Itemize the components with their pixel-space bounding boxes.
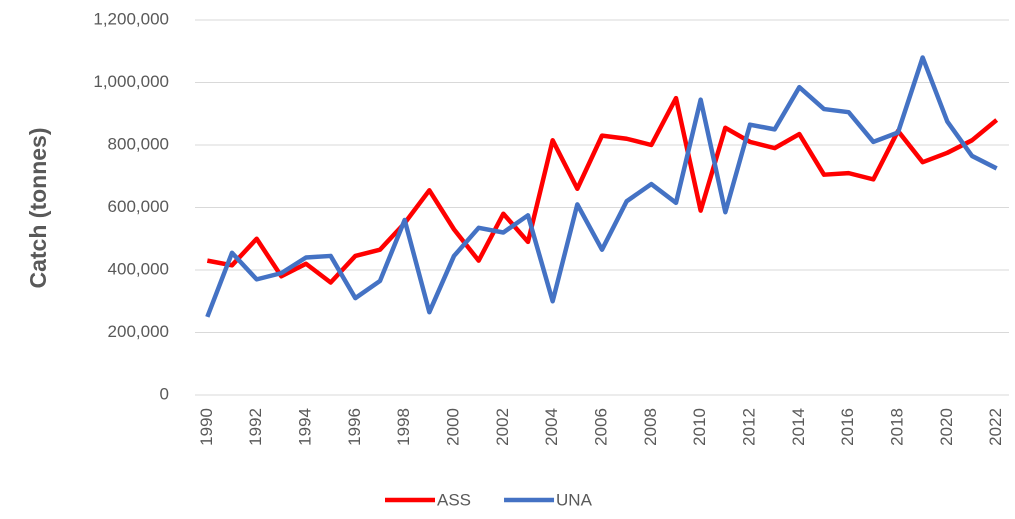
- y-tick-label: 1,200,000: [93, 9, 169, 28]
- x-tick-label: 1998: [394, 408, 413, 446]
- y-tick-label: 200,000: [108, 322, 169, 341]
- x-tick-label: 2008: [641, 408, 660, 446]
- x-tick-label: 2010: [690, 408, 709, 446]
- x-tick-label: 2002: [493, 408, 512, 446]
- x-tick-label: 1992: [246, 408, 265, 446]
- y-tick-label: 1,000,000: [93, 72, 169, 91]
- x-tick-label: 2020: [937, 408, 956, 446]
- x-tick-label: 1990: [197, 408, 216, 446]
- y-tick-label: 0: [160, 384, 169, 403]
- x-tick-label: 2012: [739, 408, 758, 446]
- x-tick-label: 2018: [887, 408, 906, 446]
- x-tick-label: 2000: [443, 408, 462, 446]
- x-tick-label: 2004: [542, 408, 561, 446]
- series-line: [205, 55, 998, 318]
- x-tick-label: 2022: [986, 408, 1005, 446]
- x-tick-label: 2016: [838, 408, 857, 446]
- legend-label: ASS: [437, 490, 471, 509]
- x-tick-label: 2006: [591, 408, 610, 446]
- x-tick-label: 2014: [789, 408, 808, 446]
- y-tick-label: 400,000: [108, 259, 169, 278]
- y-tick-label: 800,000: [108, 134, 169, 153]
- y-axis-label: Catch (tonnes): [25, 128, 51, 289]
- x-tick-label: 1996: [345, 408, 364, 446]
- y-tick-label: 600,000: [108, 197, 169, 216]
- x-tick-label: 1994: [295, 408, 314, 446]
- legend-label: UNA: [556, 490, 593, 509]
